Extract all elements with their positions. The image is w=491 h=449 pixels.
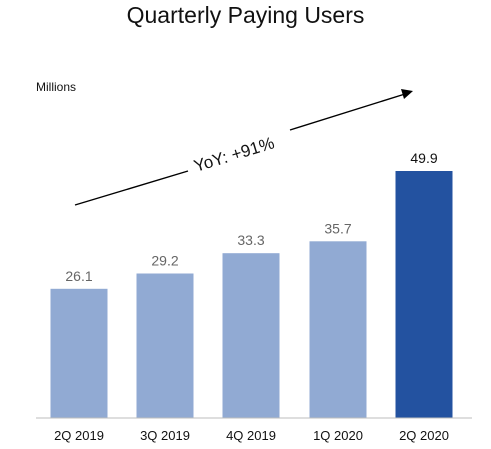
category-label: 1Q 2020	[313, 428, 363, 443]
unit-label: Millions	[36, 80, 77, 94]
growth-arrow-head	[401, 89, 413, 99]
category-label: 2Q 2019	[54, 428, 104, 443]
chart-title: Quarterly Paying Users	[126, 2, 365, 28]
value-label: 49.9	[410, 150, 437, 166]
value-label: 29.2	[151, 253, 178, 269]
bar-3q-2019	[136, 273, 194, 418]
bar-4q-2019	[222, 253, 280, 418]
bar-1q-2020	[309, 241, 367, 418]
growth-arrow-line	[74, 170, 189, 206]
value-label: 33.3	[237, 232, 264, 248]
annotation-text: YoY: +91%	[192, 133, 277, 175]
category-label: 3Q 2019	[140, 428, 190, 443]
category-label: 4Q 2019	[226, 428, 276, 443]
bar-2q-2019	[50, 288, 108, 418]
value-label: 35.7	[324, 220, 351, 236]
category-label: 2Q 2020	[399, 428, 449, 443]
value-label: 26.1	[65, 268, 92, 284]
yoy-annotation: YoY: +91%	[74, 89, 413, 206]
bar-2q-2020	[395, 171, 453, 418]
growth-arrow-line	[289, 93, 406, 131]
